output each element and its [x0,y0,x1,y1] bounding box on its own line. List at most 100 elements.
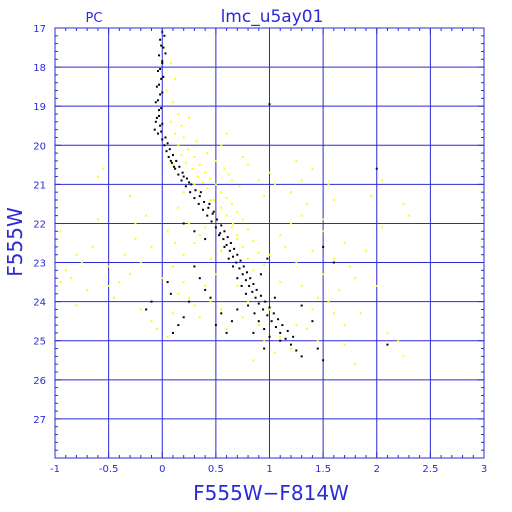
black-star-point [277,318,280,321]
yellow-star-point [343,242,346,244]
yellow-star-point [171,265,174,268]
yellow-star-point [359,312,362,315]
black-star-point [316,347,319,350]
black-star-point [161,60,164,63]
black-star-point [199,191,202,194]
yellow-star-point [107,285,110,287]
yellow-star-point [161,277,164,280]
yellow-star-point [311,167,314,170]
yellow-star-point [209,300,212,303]
black-star-point [236,277,239,280]
black-star-point [215,218,218,221]
black-star-point [163,144,166,147]
yellow-star-point [311,249,314,252]
black-star-point [158,109,161,112]
yellow-star-point [182,253,185,256]
yellow-star-point [241,245,244,248]
yellow-star-point [59,281,62,284]
black-star-point [295,349,298,352]
yellow-star-point [174,242,177,244]
yellow-star-point [209,199,212,201]
black-star-point [160,44,163,47]
yellow-star-point [220,191,223,194]
yellow-star-point [193,183,196,186]
yellow-star-point [241,156,244,158]
black-star-point [375,167,378,170]
black-star-point [159,68,162,71]
yellow-star-point [177,113,180,115]
yellow-star-point [91,245,94,248]
yellow-star-point [163,46,166,49]
yellow-star-point [188,116,191,119]
black-star-point [263,347,266,350]
yellow-star-point [225,132,228,135]
black-star-point [247,304,250,307]
yellow-star-point [188,222,191,225]
y-tick-label: 18 [33,63,46,74]
black-star-point [182,222,185,225]
yellow-star-point [327,183,330,186]
black-star-point [158,114,161,117]
black-star-point [222,238,225,241]
black-star-point [164,136,167,139]
yellow-star-point [186,148,189,151]
black-star-point [190,183,193,186]
yellow-star-point [220,206,223,209]
yellow-star-point [370,195,373,198]
black-star-point [311,320,314,323]
yellow-star-point [343,343,346,346]
yellow-star-point [174,77,177,80]
yellow-star-point [220,144,223,147]
y-axis-label: F555W [3,207,27,277]
yellow-star-point [96,218,99,221]
yellow-star-point [182,281,185,284]
yellow-star-point [198,234,201,237]
yellow-star-point [64,269,67,272]
yellow-star-point [198,163,201,166]
black-star-point [160,130,163,133]
black-star-point [270,320,273,323]
black-star-point [262,308,265,311]
yellow-star-point [332,199,335,201]
yellow-star-point [247,257,250,260]
yellow-star-point [174,132,177,135]
yellow-star-point [284,245,287,248]
yellow-star-point [225,328,228,330]
black-star-point [232,265,235,268]
yellow-star-point [322,273,325,276]
yellow-star-point [289,191,292,194]
yellow-star-point [182,136,185,139]
black-star-point [160,77,163,80]
x-tick-label: 3 [481,464,487,475]
black-star-point [263,328,266,330]
black-star-point [175,159,178,162]
black-star-point [300,304,303,307]
black-star-point [214,226,217,229]
yellow-star-point [343,324,346,327]
x-tick-labels: -1 -0.5 0 0.5 1 1.5 2 2.5 3 [50,464,487,475]
yellow-star-point [59,230,62,233]
yellow-star-point [381,179,384,182]
yellow-star-point [306,328,309,330]
yellow-star-point [112,296,115,299]
black-star-point [156,132,159,135]
black-star-point [244,292,247,295]
x-tick-label: -0.5 [99,464,119,475]
yellow-star-point [182,191,185,194]
yellow-star-point [375,285,378,287]
yellow-star-point [169,120,172,123]
black-star-point [208,202,211,205]
yellow-star-point [397,339,400,342]
black-star-point [181,171,184,174]
black-star-point [145,308,148,311]
black-star-point [166,142,169,145]
y-tick-label: 23 [33,259,46,270]
yellow-star-point [214,159,217,162]
yellow-star-point [252,240,255,243]
yellow-star-point [139,261,142,264]
x-tick-label: -1 [50,464,60,475]
yellow-star-point [134,238,137,241]
yellow-star-point [75,304,78,307]
black-star-point [150,300,153,303]
black-star-point [209,296,212,299]
